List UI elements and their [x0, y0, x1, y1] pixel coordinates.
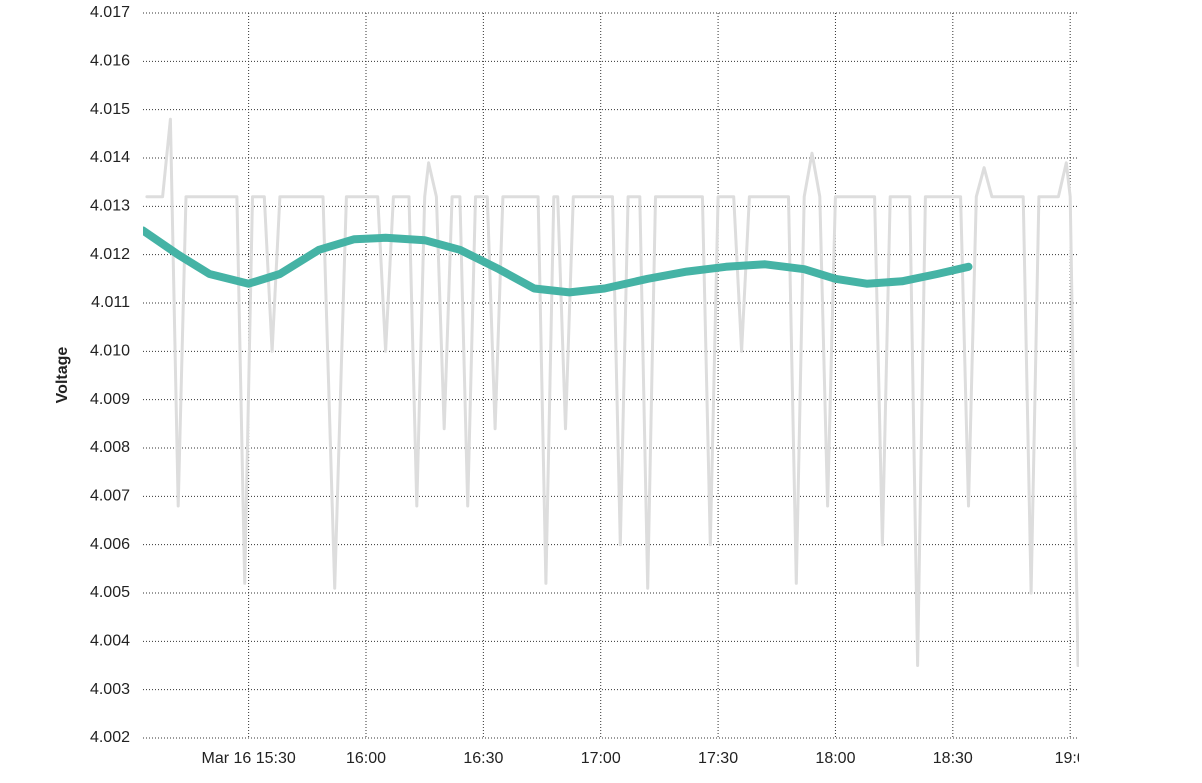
y-tick-label: 4.017	[90, 4, 130, 21]
y-tick-label: 4.004	[90, 633, 130, 650]
y-tick-label: 4.012	[90, 246, 130, 263]
x-tick-label: 16:30	[463, 750, 503, 767]
x-tick-label: Mar 16 15:30	[201, 750, 295, 767]
y-tick-label: 4.002	[90, 729, 130, 746]
y-tick-label: 4.006	[90, 536, 130, 553]
y-tick-label: 4.016	[90, 53, 130, 70]
y-tick-label: 4.015	[90, 101, 130, 118]
x-tick-label: 17:30	[698, 750, 738, 767]
y-tick-label: 4.008	[90, 439, 130, 456]
x-tick-label: 19:0	[1055, 750, 1086, 767]
y-tick-label: 4.014	[90, 149, 130, 166]
y-tick-label: 4.003	[90, 681, 130, 698]
series-line	[145, 117, 1079, 667]
x-tick-label: 17:00	[581, 750, 621, 767]
series-line	[143, 226, 973, 297]
y-tick-label: 4.007	[90, 488, 130, 505]
y-tick-label: 4.010	[90, 343, 130, 360]
x-tick-label: 16:00	[346, 750, 386, 767]
y-tick-label: 4.005	[90, 584, 130, 601]
y-tick-label: 4.013	[90, 198, 130, 215]
y-tick-label: 4.009	[90, 391, 130, 408]
x-tick-label: 18:30	[933, 750, 973, 767]
y-axis-label: Voltage	[54, 347, 71, 404]
y-tick-label: 4.011	[91, 294, 130, 311]
x-tick-label: 18:00	[815, 750, 855, 767]
